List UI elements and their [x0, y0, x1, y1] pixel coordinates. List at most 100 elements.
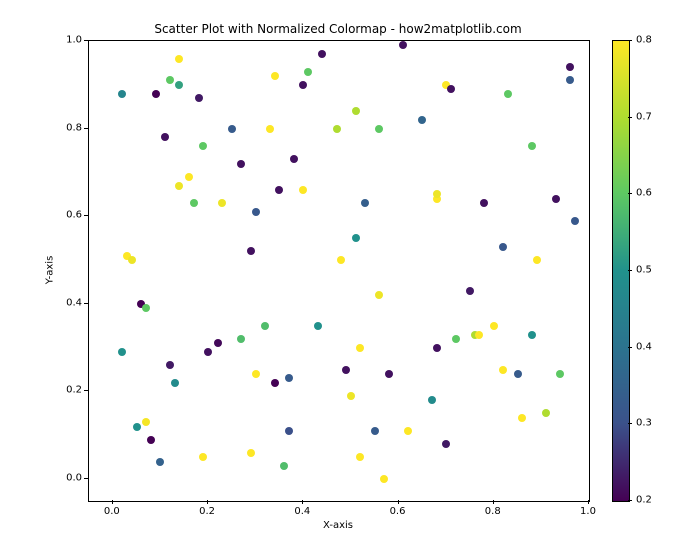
y-tick-label: 0.4: [60, 297, 82, 308]
y-tick-label: 0.8: [60, 122, 82, 133]
scatter-point: [175, 81, 183, 89]
scatter-point: [142, 304, 150, 312]
scatter-point: [199, 142, 207, 150]
scatter-point: [156, 458, 164, 466]
scatter-point: [166, 76, 174, 84]
scatter-point: [552, 195, 560, 203]
y-tick-mark: [84, 478, 88, 479]
y-axis-label: Y-axis: [45, 256, 56, 285]
scatter-point: [342, 366, 350, 374]
scatter-point: [247, 449, 255, 457]
scatter-point: [333, 125, 341, 133]
scatter-point: [375, 291, 383, 299]
scatter-point: [480, 199, 488, 207]
scatter-point: [204, 348, 212, 356]
scatter-point: [337, 256, 345, 264]
scatter-point: [404, 427, 412, 435]
colorbar-tick-mark: [628, 423, 632, 424]
scatter-point: [218, 199, 226, 207]
scatter-point: [556, 370, 564, 378]
y-tick-mark: [84, 128, 88, 129]
y-tick-mark: [84, 303, 88, 304]
scatter-point: [466, 287, 474, 295]
scatter-point: [399, 41, 407, 49]
scatter-point: [356, 344, 364, 352]
scatter-point: [128, 256, 136, 264]
scatter-point: [271, 72, 279, 80]
x-tick-mark: [398, 500, 399, 504]
colorbar-tick-mark: [628, 40, 632, 41]
scatter-point: [499, 243, 507, 251]
colorbar-tick-mark: [628, 193, 632, 194]
y-tick-mark: [84, 215, 88, 216]
scatter-point: [290, 155, 298, 163]
scatter-point: [237, 160, 245, 168]
scatter-point: [299, 186, 307, 194]
colorbar: [612, 40, 630, 502]
colorbar-tick-label: 0.3: [636, 418, 652, 429]
scatter-point: [118, 90, 126, 98]
scatter-point: [499, 366, 507, 374]
x-tick-label: 0.6: [390, 506, 406, 517]
scatter-point: [199, 453, 207, 461]
scatter-point: [356, 453, 364, 461]
x-tick-mark: [588, 500, 589, 504]
scatter-point: [566, 63, 574, 71]
y-tick-label: 1.0: [60, 35, 82, 46]
colorbar-tick-label: 0.4: [636, 341, 652, 352]
scatter-point: [352, 234, 360, 242]
scatter-point: [528, 142, 536, 150]
scatter-point: [452, 335, 460, 343]
scatter-point: [142, 418, 150, 426]
scatter-point: [175, 182, 183, 190]
scatter-point: [314, 322, 322, 330]
x-tick-label: 0.4: [294, 506, 310, 517]
x-tick-mark: [207, 500, 208, 504]
scatter-point: [380, 475, 388, 483]
x-tick-label: 0.8: [485, 506, 501, 517]
scatter-point: [418, 116, 426, 124]
y-tick-mark: [84, 40, 88, 41]
scatter-point: [371, 427, 379, 435]
scatter-point: [518, 414, 526, 422]
x-tick-label: 0.2: [199, 506, 215, 517]
scatter-point: [247, 247, 255, 255]
scatter-point: [214, 339, 222, 347]
scatter-point: [433, 190, 441, 198]
scatter-point: [299, 81, 307, 89]
scatter-point: [533, 256, 541, 264]
scatter-point: [195, 94, 203, 102]
scatter-point: [261, 322, 269, 330]
colorbar-tick-mark: [628, 117, 632, 118]
scatter-point: [442, 440, 450, 448]
scatter-point: [490, 322, 498, 330]
x-axis-label: X-axis: [323, 520, 353, 531]
colorbar-tick-label: 0.2: [636, 495, 652, 506]
scatter-point: [385, 370, 393, 378]
scatter-point: [275, 186, 283, 194]
colorbar-tick-label: 0.5: [636, 265, 652, 276]
scatter-point: [171, 379, 179, 387]
colorbar-tick-label: 0.6: [636, 188, 652, 199]
scatter-point: [375, 125, 383, 133]
scatter-point: [433, 344, 441, 352]
scatter-point: [252, 208, 260, 216]
scatter-point: [285, 427, 293, 435]
scatter-point: [152, 90, 160, 98]
scatter-point: [266, 125, 274, 133]
scatter-point: [528, 331, 536, 339]
scatter-point: [175, 55, 183, 63]
colorbar-tick-mark: [628, 347, 632, 348]
x-tick-mark: [493, 500, 494, 504]
scatter-point: [271, 379, 279, 387]
figure: Scatter Plot with Normalized Colormap - …: [0, 0, 700, 560]
scatter-point: [352, 107, 360, 115]
scatter-point: [166, 361, 174, 369]
scatter-point: [447, 85, 455, 93]
scatter-point: [118, 348, 126, 356]
y-tick-label: 0.0: [60, 473, 82, 484]
scatter-point: [542, 409, 550, 417]
colorbar-tick-mark: [628, 270, 632, 271]
scatter-point: [304, 68, 312, 76]
scatter-point: [571, 217, 579, 225]
